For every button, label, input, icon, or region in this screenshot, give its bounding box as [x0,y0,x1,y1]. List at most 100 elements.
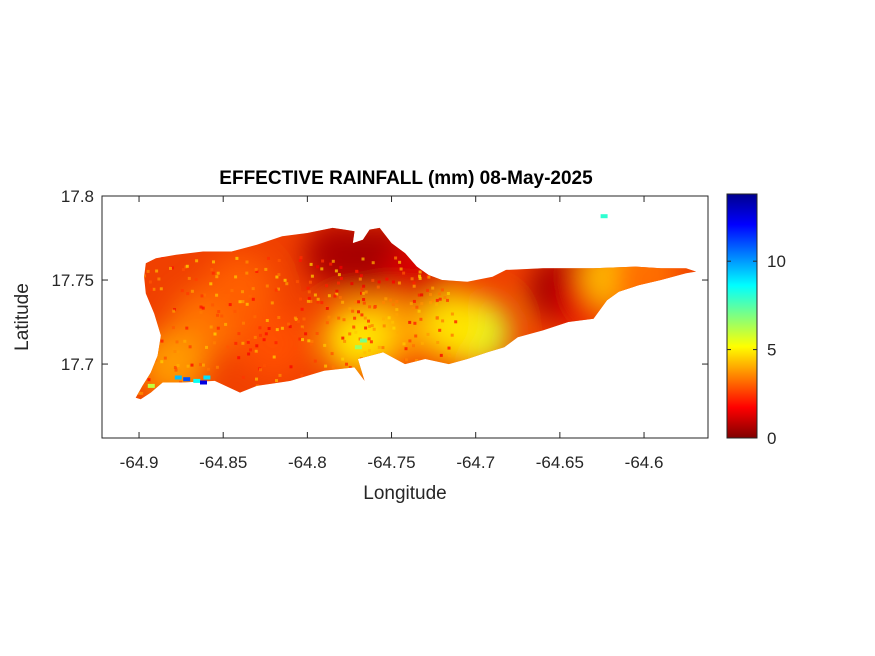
rainfall-texture-cell [254,349,258,353]
rainfall-texture-cell [373,305,377,309]
rainfall-texture-cell [163,356,167,360]
rainfall-texture-cell [404,358,408,362]
rainfall-texture-cell [267,256,270,260]
y-tick-label: 17.8 [61,187,94,206]
rainfall-texture-cell [389,298,392,302]
rainfall-texture-cell [329,262,333,266]
rainfall-texture-cell [178,368,182,372]
rainfall-texture-cell [224,322,228,326]
rainfall-speckle [203,375,211,380]
rainfall-texture-cell [283,278,287,282]
colorbar-gradient [726,193,758,439]
rainfall-texture-cell [429,293,432,297]
rainfall-texture-cell [265,319,269,322]
rainfall-texture-cell [310,339,314,343]
rainfall-texture-cell [367,319,370,323]
rainfall-texture-cell [337,316,341,320]
rainfall-texture-cell [212,341,216,345]
rainfall-texture-cell [418,270,422,274]
rainfall-texture-cell [301,338,304,342]
rainfall-texture-cell [413,321,417,325]
rainfall-texture-cell [211,303,215,307]
rainfall-texture-cell [341,300,345,304]
rainfall-texture-cell [325,321,329,325]
rainfall-texture-cell [274,341,278,345]
rainfall-texture-cell [148,280,152,284]
rainfall-texture-cell [363,351,367,355]
rainfall-texture-cell [237,332,241,336]
rainfall-texture-cell [262,338,266,342]
rainfall-texture-cell [394,256,398,260]
rainfall-texture-cell [360,291,363,295]
rainfall-texture-cell [443,296,447,299]
rainfall-texture-cell [215,293,219,297]
rainfall-texture-cell [298,337,302,341]
rainfall-texture-cell [435,303,439,307]
rainfall-texture-cell [447,346,451,350]
rainfall-texture-cell [370,324,374,328]
rainfall-hotspot [206,254,275,323]
rainfall-texture-cell [368,305,372,309]
rainfall-texture-cell [246,340,250,344]
rainfall-texture-cell [201,306,205,310]
rainfall-texture-cell [381,346,385,350]
rainfall-texture-cell [454,320,458,324]
rainfall-texture-cell [441,319,445,323]
rainfall-texture-cell [341,336,345,340]
rainfall-texture-cell [298,259,302,262]
rainfall-texture-cell [174,368,178,372]
rainfall-texture-cell [414,334,418,338]
rainfall-texture-cell [216,326,220,330]
rainfall-texture-cell [412,284,416,288]
rainfall-texture-cell [302,317,306,321]
rainfall-texture-cell [382,317,385,321]
rainfall-texture-cell [402,342,406,346]
rainfall-texture-cell [277,316,281,319]
rainfall-texture-cell [310,274,314,278]
rainfall-texture-cell [299,256,303,260]
rainfall-texture-cell [241,290,244,294]
rainfall-texture-cell [140,391,144,395]
rainfall-speckle [354,345,362,350]
rainfall-texture-cell [398,349,402,353]
rainfall-texture-cell [185,326,189,330]
rainfall-texture-cell [420,341,424,345]
rainfall-texture-cell [137,391,141,395]
rainfall-texture-cell [234,275,238,279]
rainfall-texture-cell [313,359,317,363]
rainfall-texture-cell [397,281,401,285]
rainfall-texture-cell [275,328,279,332]
rainfall-texture-cell [230,289,234,293]
rainfall-texture-cell [275,379,278,383]
rainfall-texture-cell [338,296,342,299]
rainfall-texture-cell [392,280,395,284]
rainfall-texture-cell [251,287,255,291]
rainfall-texture-cell [160,339,164,343]
rainfall-texture-cell [187,276,191,280]
rainfall-texture-cell [408,320,412,324]
rainfall-texture-cell [357,300,360,304]
rainfall-texture-cell [377,345,381,349]
rainfall-texture-cell [253,335,257,339]
rainfall-texture-cell [209,325,213,329]
rainfall-texture-cell [173,350,177,353]
rainfall-texture-cell [321,259,325,263]
rainfall-texture-cell [186,364,190,368]
rainfall-speckle [183,377,191,382]
rainfall-texture-cell [274,288,278,292]
x-axis-label: Longitude [363,483,446,504]
rainfall-texture-cell [315,332,319,335]
rainfall-texture-cell [335,292,339,296]
rainfall-texture-cell [159,287,163,291]
rainfall-texture-cell [255,377,258,381]
rainfall-texture-cell [211,271,215,275]
rainfall-texture-cell [247,352,251,356]
rainfall-texture-cell [419,317,423,321]
rainfall-texture-cell [241,341,245,345]
x-tick-label: -64.65 [536,453,584,472]
rainfall-texture-cell [376,285,380,289]
rainfall-texture-cell [255,344,259,348]
rainfall-texture-cell [215,275,219,279]
rainfall-texture-cell [200,294,204,298]
rainfall-texture-cell [307,290,311,294]
